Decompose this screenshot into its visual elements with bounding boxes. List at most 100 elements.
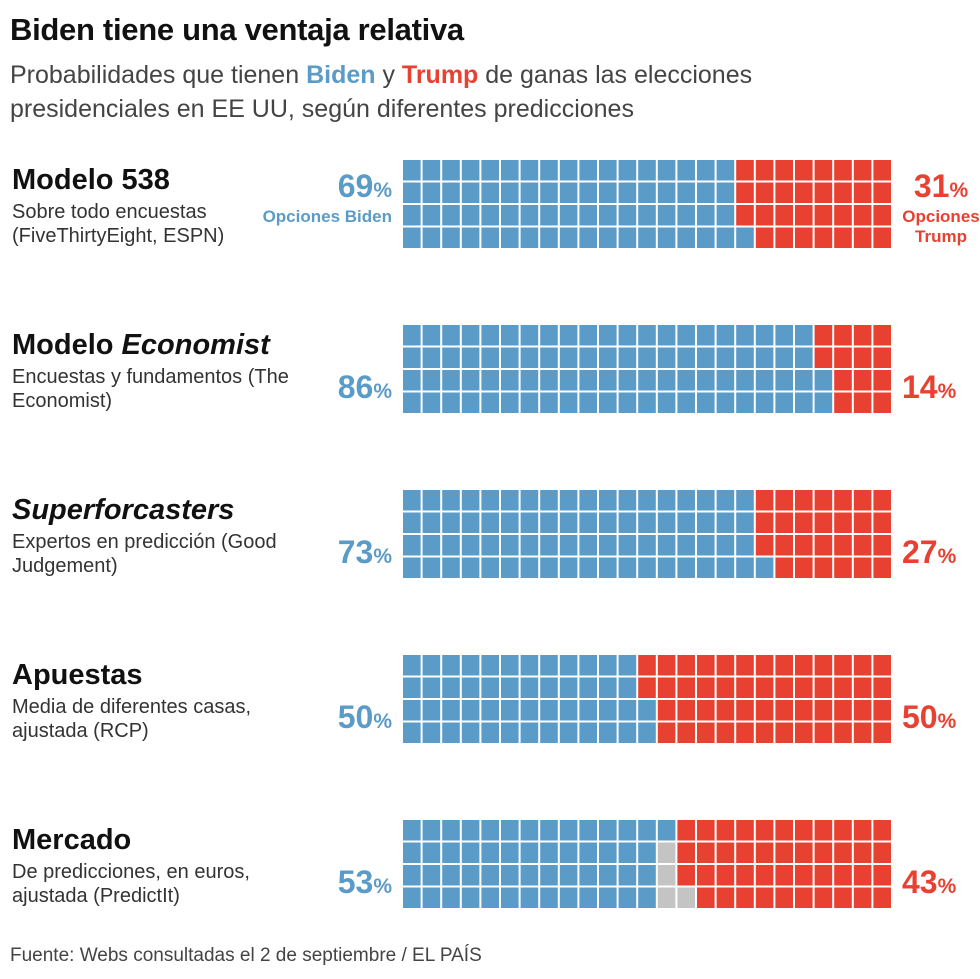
waffle-grid xyxy=(403,655,891,743)
waffle-cell-biden xyxy=(618,535,637,556)
waffle-cell-biden xyxy=(540,325,558,346)
waffle-cell-biden xyxy=(540,820,558,841)
waffle-cell-biden xyxy=(422,392,441,413)
heading-prefix: Modelo xyxy=(12,329,122,361)
waffle-cell-biden xyxy=(403,887,421,908)
waffle-cell-biden xyxy=(501,557,519,578)
waffle-cell-biden xyxy=(559,227,578,248)
waffle-grid xyxy=(403,325,891,413)
waffle-cell-biden xyxy=(481,820,499,841)
waffle-cell-biden xyxy=(461,370,480,391)
waffle-cell-biden xyxy=(501,347,519,368)
row-heading: Modelo 538 xyxy=(12,164,170,197)
waffle-cell-biden xyxy=(540,535,558,556)
waffle-cell-biden xyxy=(599,655,617,676)
waffle-cell-biden xyxy=(481,490,499,511)
waffle-cell-trump xyxy=(834,182,852,203)
waffle-cell-biden xyxy=(403,557,421,578)
row-heading: Mercado xyxy=(12,824,131,857)
waffle-cell-biden xyxy=(579,160,597,181)
waffle-cell-biden xyxy=(422,677,441,698)
waffle-cell-trump xyxy=(834,677,852,698)
waffle-cell-biden xyxy=(461,655,480,676)
waffle-cell-trump xyxy=(775,700,793,721)
waffle-cell-biden xyxy=(697,557,715,578)
waffle-cell-biden xyxy=(657,160,676,181)
waffle-cell-biden xyxy=(677,512,695,533)
waffle-cell-trump xyxy=(873,490,891,511)
waffle-cell-biden xyxy=(618,347,637,368)
waffle-cell-biden xyxy=(618,700,637,721)
percent-sign: % xyxy=(373,875,392,898)
waffle-cell-biden xyxy=(599,490,617,511)
row-description: De predicciones, en euros, ajustada (Pre… xyxy=(12,861,250,907)
waffle-cell-biden xyxy=(638,557,656,578)
waffle-cell-biden xyxy=(481,722,499,743)
waffle-cell-biden xyxy=(520,842,539,863)
waffle-cell-trump xyxy=(677,842,695,863)
waffle-cell-biden xyxy=(657,820,676,841)
waffle-cell-biden xyxy=(403,227,421,248)
waffle-cell-biden xyxy=(579,820,597,841)
waffle-cell-biden xyxy=(442,655,460,676)
waffle-cell-biden xyxy=(618,842,637,863)
waffle-cell-biden xyxy=(716,512,735,533)
waffle-cell-biden xyxy=(677,325,695,346)
waffle-cell-biden xyxy=(422,887,441,908)
waffle-cell-biden xyxy=(716,205,735,226)
waffle-cell-biden xyxy=(599,370,617,391)
waffle-cell-trump xyxy=(755,512,774,533)
waffle-cell-biden xyxy=(677,160,695,181)
waffle-cell-biden xyxy=(461,865,480,886)
waffle-cell-biden xyxy=(442,160,460,181)
waffle-cell-biden xyxy=(599,347,617,368)
waffle-cell-trump xyxy=(814,820,833,841)
waffle-cell-biden xyxy=(442,490,460,511)
waffle-cell-biden xyxy=(520,677,539,698)
waffle-cell-biden xyxy=(501,160,519,181)
waffle-cell-trump xyxy=(853,887,872,908)
waffle-cell-biden xyxy=(638,490,656,511)
waffle-cell-biden xyxy=(422,700,441,721)
waffle-cell-biden xyxy=(638,392,656,413)
waffle-cell-trump xyxy=(814,227,833,248)
waffle-cell-biden xyxy=(618,512,637,533)
waffle-cell-biden xyxy=(422,865,441,886)
waffle-cell-trump xyxy=(873,227,891,248)
heading-main: Mercado xyxy=(12,824,132,856)
waffle-cell-biden xyxy=(677,370,695,391)
waffle-cell-trump xyxy=(873,677,891,698)
waffle-cell-biden xyxy=(461,347,480,368)
waffle-cell-trump xyxy=(853,842,872,863)
waffle-cell-biden xyxy=(618,325,637,346)
waffle-cell-biden xyxy=(579,512,597,533)
waffle-cell-biden xyxy=(461,887,480,908)
waffle-cell-biden xyxy=(599,700,617,721)
waffle-cell-biden xyxy=(657,325,676,346)
waffle-cell-biden xyxy=(501,655,519,676)
waffle-cell-trump xyxy=(814,205,833,226)
waffle-cell-biden xyxy=(481,182,499,203)
waffle-cell-biden xyxy=(736,535,754,556)
waffle-cell-trump xyxy=(795,842,813,863)
waffle-cell-biden xyxy=(461,512,480,533)
waffle-cell-trump xyxy=(873,700,891,721)
waffle-cell-biden xyxy=(618,655,637,676)
waffle-cell-trump xyxy=(814,865,833,886)
waffle-cell-trump xyxy=(736,182,754,203)
waffle-cell-trump xyxy=(775,160,793,181)
waffle-cell-trump xyxy=(697,655,715,676)
waffle-cell-trump xyxy=(657,655,676,676)
waffle-cell-biden xyxy=(599,865,617,886)
waffle-cell-biden xyxy=(657,535,676,556)
waffle-cell-biden xyxy=(481,677,499,698)
waffle-cell-trump xyxy=(775,490,793,511)
waffle-cell-biden xyxy=(461,842,480,863)
waffle-cell-biden xyxy=(559,370,578,391)
waffle-cell-biden xyxy=(559,865,578,886)
trump-value: 43 xyxy=(902,864,938,900)
waffle-cell-biden xyxy=(677,535,695,556)
waffle-cell-biden xyxy=(559,557,578,578)
waffle-grid xyxy=(403,160,891,248)
waffle-cell-trump xyxy=(853,535,872,556)
